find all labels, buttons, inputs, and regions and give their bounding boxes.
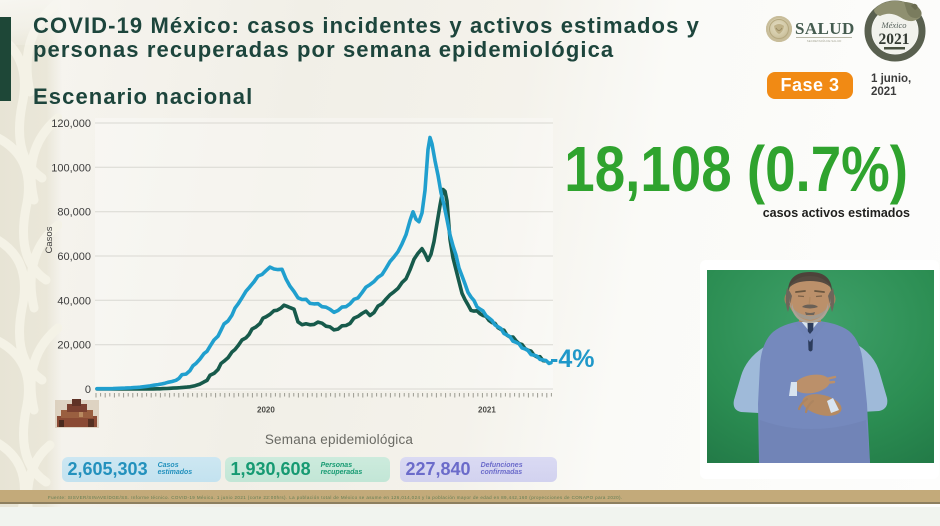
svg-text:2020: 2020 bbox=[257, 406, 275, 415]
svg-text:120,000: 120,000 bbox=[51, 118, 91, 130]
svg-text:0: 0 bbox=[85, 384, 91, 396]
svg-text:40,000: 40,000 bbox=[57, 295, 91, 307]
svg-text:60,000: 60,000 bbox=[57, 251, 91, 263]
svg-text:México: México bbox=[880, 20, 906, 30]
svg-text:2021: 2021 bbox=[478, 406, 496, 415]
svg-text:100,000: 100,000 bbox=[51, 162, 91, 174]
svg-text:Casos: Casos bbox=[44, 226, 55, 253]
svg-text:2021: 2021 bbox=[879, 31, 910, 48]
svg-text:20,000: 20,000 bbox=[57, 340, 91, 352]
svg-text:80,000: 80,000 bbox=[57, 207, 91, 219]
